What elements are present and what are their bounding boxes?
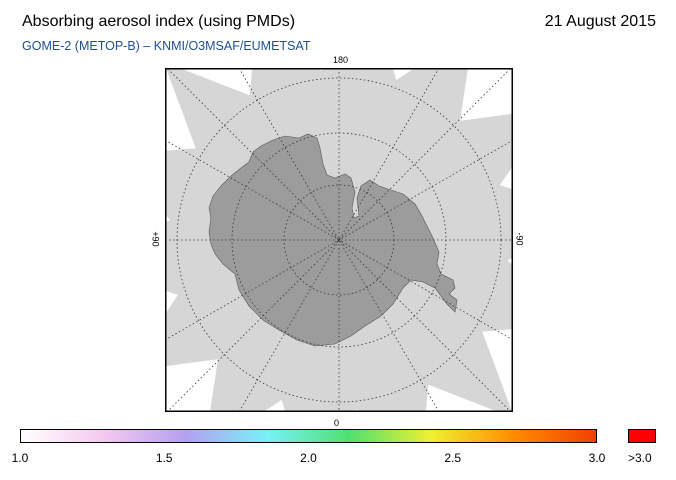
colorbar-tick-label: 2.5 <box>444 451 462 465</box>
over-range-label: >3.0 <box>628 451 652 465</box>
color-scale-bar <box>20 429 597 443</box>
date-label: 21 August 2015 <box>544 13 656 30</box>
graticule <box>165 68 513 412</box>
chart-title: Absorbing aerosol index (using PMDs) <box>22 13 296 30</box>
chart-subtitle: GOME-2 (METOP-B) – KNMI/O3MSAF/EUMETSAT <box>22 39 311 53</box>
colorbar-tick-label: 3.0 <box>588 451 606 465</box>
colorbar-tick-label: 2.0 <box>300 451 317 465</box>
colorbar-tick-label: 1.0 <box>11 451 29 465</box>
colorbar-tick-label: 1.5 <box>155 451 173 465</box>
over-range-swatch <box>628 429 656 443</box>
lon-label-left: +90 <box>150 231 161 247</box>
map-frame <box>165 68 513 412</box>
polar-map <box>165 68 513 412</box>
lon-label-bottom: 0 <box>334 418 340 428</box>
lon-label-top: 180 <box>333 55 349 65</box>
lon-label-right: -90 <box>514 232 525 246</box>
